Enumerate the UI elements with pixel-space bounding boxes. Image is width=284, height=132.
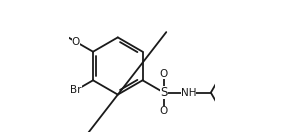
Text: O: O xyxy=(72,37,80,47)
Text: S: S xyxy=(160,86,168,99)
Text: O: O xyxy=(160,106,168,116)
Text: Br: Br xyxy=(70,85,82,95)
Text: O: O xyxy=(160,69,168,79)
Text: NH: NH xyxy=(181,88,196,98)
